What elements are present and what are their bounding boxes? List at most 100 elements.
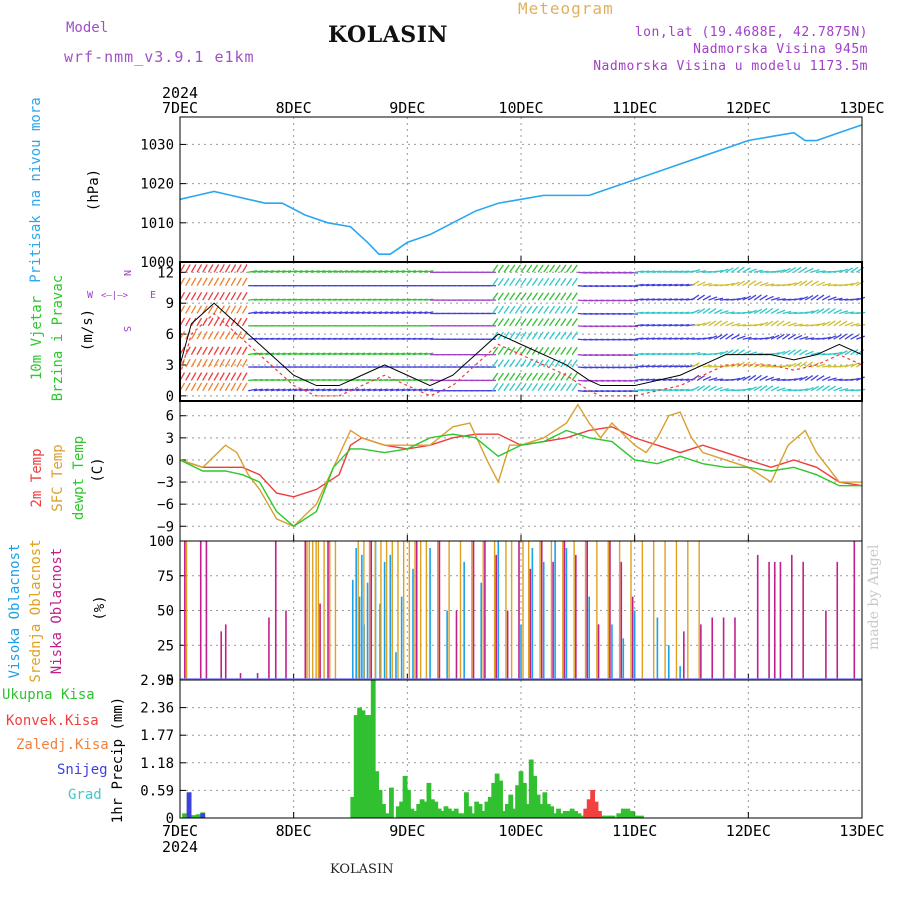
wind-arrow	[537, 346, 544, 356]
wind-arrow	[674, 298, 684, 301]
wind-arrow	[565, 382, 573, 392]
wind-arrow	[270, 352, 280, 356]
precip-ylabel: 1hr Precip (mm)	[110, 697, 126, 823]
wind-arrow	[207, 331, 214, 340]
wind-arrow	[424, 337, 434, 340]
wind-arrow	[537, 305, 544, 314]
x-label-bottom: 11DEC	[612, 822, 657, 840]
wind-arrow	[424, 270, 434, 273]
wind-arrow	[645, 323, 656, 327]
wind-arrow	[554, 318, 561, 327]
wind-arrow	[765, 283, 775, 287]
wind-arrow	[236, 277, 242, 287]
precip-bar	[409, 808, 415, 818]
wind-arrow	[810, 269, 820, 273]
wind-arrow	[196, 382, 203, 392]
wind-arrow	[230, 264, 237, 273]
wind-arrow	[753, 385, 763, 392]
wind-arrow	[765, 307, 774, 315]
precip-bar	[528, 759, 534, 818]
wind-arrow	[287, 270, 297, 273]
precip-bar	[597, 810, 602, 818]
wind-arrow	[640, 270, 650, 273]
wind-arrow	[548, 264, 556, 273]
year-top: 2024	[162, 84, 198, 102]
wind-arrow	[844, 389, 854, 392]
wind-arrow	[793, 377, 803, 382]
wind-arrow	[270, 270, 280, 273]
wind-arrow	[571, 264, 578, 273]
wind-arrow	[503, 372, 510, 381]
wind-arrow	[804, 310, 814, 315]
x-label-bottom: 8DEC	[276, 822, 312, 840]
wind-arrow	[310, 352, 320, 356]
wind-arrow	[827, 296, 837, 301]
wind-arrow	[804, 280, 813, 287]
wind-arrow	[730, 334, 740, 340]
wind-arrow	[685, 337, 695, 340]
wind-arrow	[548, 359, 556, 368]
wind-arrow	[680, 365, 690, 368]
wind-arrow	[497, 372, 504, 381]
wind-arrow	[276, 270, 286, 273]
wind-arrow	[662, 298, 673, 301]
wind-arrow	[509, 359, 516, 368]
wind-arrow	[299, 270, 309, 273]
wind-arrow	[202, 277, 208, 287]
wind-arrow	[657, 323, 667, 327]
wind-arrow	[725, 267, 734, 273]
wind-arrow	[730, 266, 740, 273]
wind-arrow	[571, 372, 578, 381]
wind-arrow	[424, 378, 434, 382]
cloud-series-0	[351, 541, 681, 680]
wind-arrow	[537, 331, 544, 340]
wind-arrow	[634, 311, 644, 315]
wind-arrow	[697, 270, 707, 273]
wind-arrow	[719, 350, 729, 356]
wind-arrow	[378, 311, 388, 315]
wind-arrow	[680, 388, 690, 392]
wind-arrow	[821, 385, 831, 392]
wind-arrow	[293, 311, 303, 315]
wind-arrow	[691, 351, 701, 356]
wind-arrow	[241, 372, 248, 381]
wind-ylabel-2: Brzina i Pravac	[50, 275, 66, 401]
wind-arrow	[759, 282, 769, 287]
wind-arrow	[526, 372, 533, 381]
x-label-top: 11DEC	[612, 99, 657, 117]
model-elevation: Nadmorska Visina u modelu 1173.5m	[593, 59, 868, 74]
precip-bar	[579, 815, 585, 818]
precip-bar	[494, 773, 500, 818]
wind-arrow	[224, 291, 231, 301]
wind-arrow	[367, 270, 377, 273]
precip-ytick-label: 0	[166, 811, 174, 827]
wind-arrow	[190, 331, 197, 340]
wind-arrow	[691, 268, 701, 273]
wind-arrow	[787, 362, 797, 368]
wind-arrow	[265, 311, 275, 315]
wind-arrow	[708, 385, 717, 392]
wind-arrow	[793, 349, 802, 356]
wind-arrow	[526, 318, 533, 327]
wind-arrow	[765, 295, 774, 301]
wind-arrow	[799, 361, 808, 368]
wind-arrow	[651, 388, 661, 392]
wind-arrow	[714, 297, 724, 301]
temperature-line-2	[179, 429, 862, 528]
wind-arrow	[742, 350, 752, 356]
station-elevation: Nadmorska Visina 945m	[693, 42, 868, 57]
wind-arrow	[571, 292, 578, 301]
precip-bar	[508, 794, 514, 818]
wind-arrow	[759, 321, 769, 327]
x-label-bottom: 7DEC	[162, 822, 198, 840]
x-label-bottom: 9DEC	[389, 822, 425, 840]
wind-arrow	[537, 264, 544, 273]
wind-arrow	[765, 365, 775, 368]
wind-arrow	[850, 362, 859, 368]
wind-arrow	[736, 361, 745, 368]
wind-arrow	[520, 346, 527, 356]
wind-arrow	[548, 305, 556, 314]
precip-ytick-label: 1.18	[140, 756, 174, 772]
wind-arrow	[390, 270, 400, 273]
wind-arrow	[350, 352, 360, 356]
